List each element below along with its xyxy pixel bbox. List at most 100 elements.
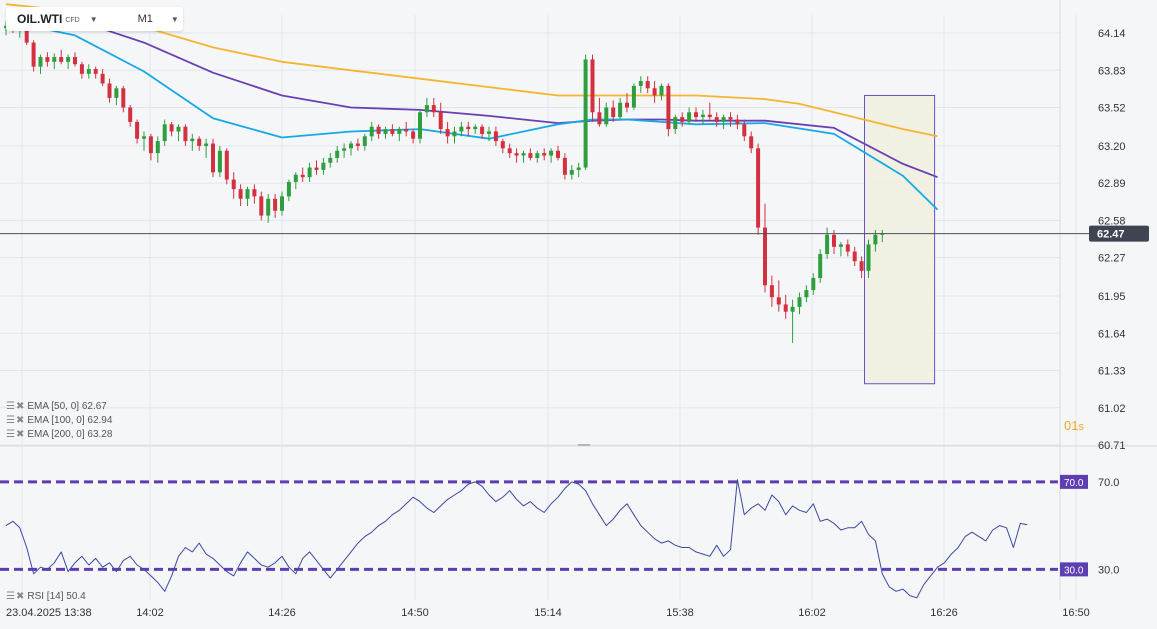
price-tick-label: 63.83 [1098,65,1126,77]
settings-icon[interactable]: ☰ [6,591,15,602]
ema-line [5,11,938,179]
candle-body [197,138,202,146]
time-tick-label: 23.04.2025 13:38 [6,607,92,619]
settings-icon[interactable]: ☰ [6,415,15,426]
candle-body [797,297,802,307]
candle [66,54,71,70]
ema-line [5,3,938,138]
candle-body [169,124,174,132]
candle [811,273,816,295]
candle [52,53,57,70]
rsi-level-badge-label: 70.0 [1064,478,1084,489]
candle [204,138,209,158]
candle-body [625,102,629,108]
candle [694,107,698,122]
candle-body [362,136,367,146]
remove-icon[interactable]: ✖ [15,401,25,412]
remove-icon[interactable]: ✖ [15,591,25,602]
candle [121,85,126,113]
candle-body [873,234,878,245]
candle [535,150,540,163]
candle-body [300,174,305,178]
legend-value: 62.94 [87,415,113,426]
candle [756,143,761,235]
symbol-dropdown-icon[interactable]: ▼ [89,14,98,24]
candle-body [818,254,823,279]
symbol-selector[interactable]: OIL.WTI CFD ▼ M1 ▼ [6,7,183,31]
candle [190,133,195,151]
candle-body [452,131,457,137]
remove-icon[interactable]: ✖ [15,415,25,426]
candle-body [528,153,533,158]
candle [93,66,98,79]
timeframe-label[interactable]: M1 [137,13,153,25]
candle [880,230,885,243]
candle [390,124,395,137]
candle-body [597,112,602,125]
candle [211,138,215,178]
candle-body [845,244,850,252]
price-tick-label: 62.27 [1098,253,1126,265]
candle-body [521,153,526,156]
candle [293,172,298,190]
candle [38,54,43,74]
rsi-tick-label: 70.0 [1098,477,1119,489]
candle-body [79,64,84,74]
candle [321,157,326,175]
candle-body [142,136,146,139]
candle-body [314,167,319,170]
candle [838,242,843,257]
candle-body [211,143,215,173]
candle-body [659,85,664,96]
candle [528,148,533,161]
candle-body [128,107,133,122]
candle [845,239,850,257]
timer-value: 01 [1064,418,1079,433]
candle-body [673,117,678,130]
candle [652,81,657,103]
candle-body [431,105,436,113]
candle [59,49,64,65]
candle-body [445,129,450,137]
price-tick-label: 61.95 [1098,291,1126,303]
candle [376,124,381,139]
candle-body [204,143,209,146]
candle-body [335,150,340,158]
candle-body [473,126,478,130]
candle [73,52,77,67]
remove-icon[interactable]: ✖ [15,429,25,440]
candle [31,40,36,72]
candle-body [369,126,374,137]
candle [286,179,291,202]
candle [680,112,685,127]
candle-body [611,107,616,118]
time-tick-label: 16:02 [798,607,826,619]
candle [197,136,202,151]
legend-value: 50.4 [66,591,86,602]
candle-body [86,69,91,74]
timeframe-dropdown-icon[interactable]: ▼ [170,14,179,24]
candle-body [852,251,857,262]
candle [342,143,347,158]
candle-timer: 01s [1064,418,1084,433]
candle [742,119,747,142]
candle [155,136,160,163]
legend-label: EMA [200, 0] [27,429,85,440]
candle [362,133,367,151]
candles [4,16,885,343]
candle-body [487,131,491,134]
candle-body [707,114,712,118]
candle-body [342,148,347,151]
candle-body [776,297,781,305]
candle-body [832,234,836,247]
panel-resize-handle [578,444,590,446]
candle-body [328,157,333,163]
candle [162,119,167,146]
settings-icon[interactable]: ☰ [6,401,15,412]
settings-icon[interactable]: ☰ [6,429,15,440]
candle [659,83,664,101]
candle-body [238,189,243,199]
rsi-tick-label: 30.0 [1098,564,1119,576]
candle-body [763,227,767,286]
